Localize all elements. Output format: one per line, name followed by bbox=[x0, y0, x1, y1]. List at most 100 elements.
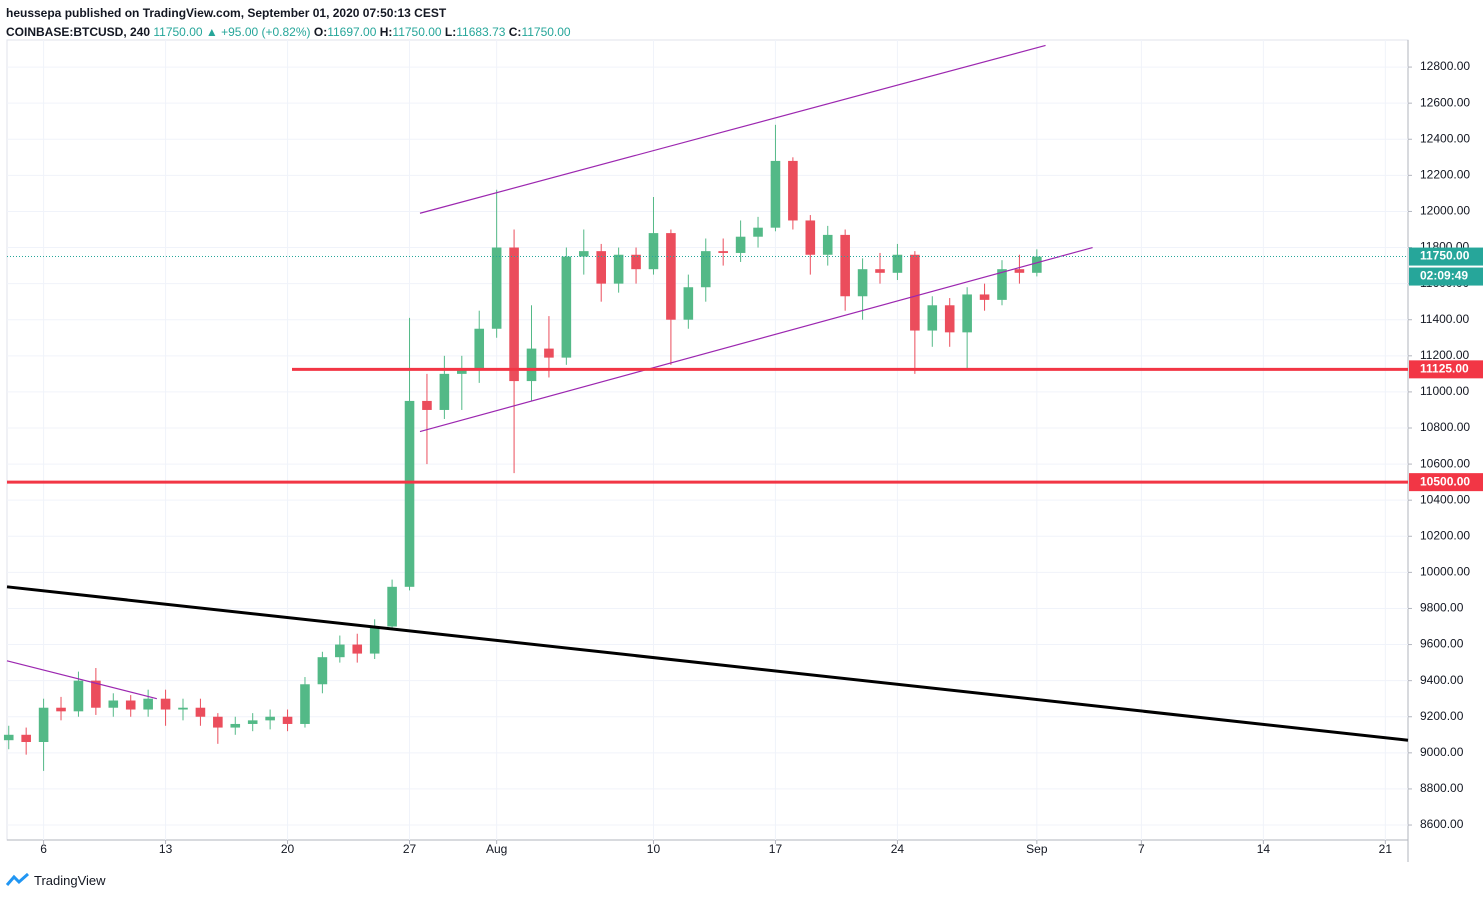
y-tick-label: 11400.00 bbox=[1420, 312, 1469, 326]
candle-body bbox=[195, 707, 206, 717]
symbol: COINBASE:BTCUSD, 240 bbox=[6, 25, 151, 39]
candle-body bbox=[840, 234, 850, 297]
candle-body bbox=[491, 247, 502, 329]
candle-body bbox=[21, 734, 31, 743]
trend-line bbox=[419, 44, 1046, 214]
candle-body bbox=[160, 698, 171, 710]
y-tick-label: 12400.00 bbox=[1420, 131, 1470, 145]
candle-body bbox=[474, 328, 485, 371]
candle-body bbox=[38, 707, 49, 743]
y-tick-label: 12200.00 bbox=[1420, 168, 1470, 182]
y-tick-label: 9600.00 bbox=[1420, 637, 1464, 651]
y-tick-label: 10000.00 bbox=[1420, 565, 1470, 579]
candle-body bbox=[73, 680, 84, 712]
y-tick-label: 8600.00 bbox=[1420, 817, 1464, 831]
x-tick-label: 17 bbox=[769, 842, 783, 856]
candle-body bbox=[997, 269, 1007, 300]
candle-body bbox=[875, 269, 885, 273]
x-tick-label: 6 bbox=[40, 842, 47, 856]
level-label-bg bbox=[1409, 360, 1483, 379]
candle-body bbox=[648, 233, 659, 270]
x-tick-label: Aug bbox=[486, 842, 507, 856]
l-label: L: bbox=[444, 25, 457, 39]
candle-body bbox=[753, 227, 763, 237]
candle-body bbox=[457, 370, 467, 374]
y-tick-label: 9800.00 bbox=[1420, 601, 1464, 615]
candle-body bbox=[526, 348, 537, 382]
last-price-label: 11750.00 bbox=[1420, 249, 1470, 263]
candle-body bbox=[335, 644, 345, 658]
arrow: ▲ bbox=[205, 25, 218, 39]
candle-body bbox=[404, 400, 415, 587]
countdown: 02:09:49 bbox=[1420, 269, 1468, 283]
h-label: H: bbox=[379, 25, 393, 39]
header: heussepa published on TradingView.com, S… bbox=[6, 4, 571, 42]
candle-body bbox=[178, 707, 188, 710]
plot bbox=[3, 44, 1409, 771]
candle-body bbox=[631, 254, 641, 270]
candle-body bbox=[822, 234, 833, 255]
candle-body bbox=[3, 734, 14, 741]
published-line: heussepa published on TradingView.com, S… bbox=[6, 4, 571, 23]
candle-body bbox=[108, 700, 119, 708]
open: 11697.00 bbox=[327, 25, 377, 39]
candle-body bbox=[770, 160, 781, 228]
candle-body bbox=[265, 716, 275, 721]
x-tick-label: 7 bbox=[1138, 842, 1145, 856]
candle-body bbox=[230, 723, 241, 728]
candle-body bbox=[387, 586, 397, 627]
price: 11750.00 bbox=[153, 25, 203, 39]
x-tick-label: 21 bbox=[1379, 842, 1393, 856]
candle-body bbox=[596, 251, 606, 284]
candle-body bbox=[578, 251, 589, 257]
candle-body bbox=[735, 236, 746, 253]
trend-line bbox=[419, 246, 1093, 433]
y-tick-label: 10400.00 bbox=[1420, 492, 1470, 506]
y-tick-label: 9200.00 bbox=[1420, 709, 1464, 723]
candle-body bbox=[718, 251, 728, 253]
level-label: 11125.00 bbox=[1420, 362, 1469, 376]
candle-body bbox=[317, 657, 328, 685]
candle-body bbox=[439, 373, 450, 410]
change: +95.00 (+0.82%) bbox=[221, 25, 311, 39]
candle-body bbox=[544, 348, 554, 358]
candle-body bbox=[1032, 256, 1042, 273]
last-price-label-bg bbox=[1409, 247, 1483, 266]
y-tick-label: 12000.00 bbox=[1420, 204, 1470, 218]
candle-body bbox=[683, 287, 694, 320]
y-tick-label: 11000.00 bbox=[1420, 384, 1469, 398]
candle-body bbox=[962, 294, 972, 333]
y-tick-label: 10200.00 bbox=[1420, 528, 1470, 542]
candle-body bbox=[143, 698, 153, 710]
candle-body bbox=[91, 680, 101, 708]
candle-body bbox=[910, 254, 920, 331]
candle-body bbox=[247, 720, 258, 724]
candle-body bbox=[979, 294, 990, 300]
candle-body bbox=[700, 251, 711, 288]
logo bbox=[6, 872, 29, 886]
candle-body bbox=[892, 254, 903, 273]
countdown-bg bbox=[1409, 267, 1483, 286]
level-label-bg bbox=[1409, 473, 1483, 492]
footer: TradingView bbox=[6, 872, 106, 888]
x-tick-label: 10 bbox=[647, 842, 661, 856]
y-tick-label: 9000.00 bbox=[1420, 745, 1464, 759]
candle-body bbox=[805, 220, 816, 255]
candle-body bbox=[300, 684, 310, 724]
c-label: C: bbox=[508, 25, 522, 39]
x-tick-label: 27 bbox=[403, 842, 417, 856]
y-tick-label: 8800.00 bbox=[1420, 781, 1464, 795]
y-tick-label: 10800.00 bbox=[1420, 420, 1470, 434]
x-tick-label: Sep bbox=[1026, 842, 1048, 856]
x-tick-label: 13 bbox=[159, 842, 173, 856]
close: 11750.00 bbox=[521, 25, 571, 39]
y-tick-label: 10600.00 bbox=[1420, 456, 1470, 470]
candle-body bbox=[125, 700, 136, 710]
candle-body bbox=[561, 256, 572, 358]
y-tick-label: 9400.00 bbox=[1420, 673, 1464, 687]
published: heussepa published on TradingView.com, S… bbox=[6, 6, 447, 20]
trend-line bbox=[6, 585, 1409, 742]
candle-body bbox=[369, 626, 380, 654]
x-tick-label: 24 bbox=[891, 842, 905, 856]
